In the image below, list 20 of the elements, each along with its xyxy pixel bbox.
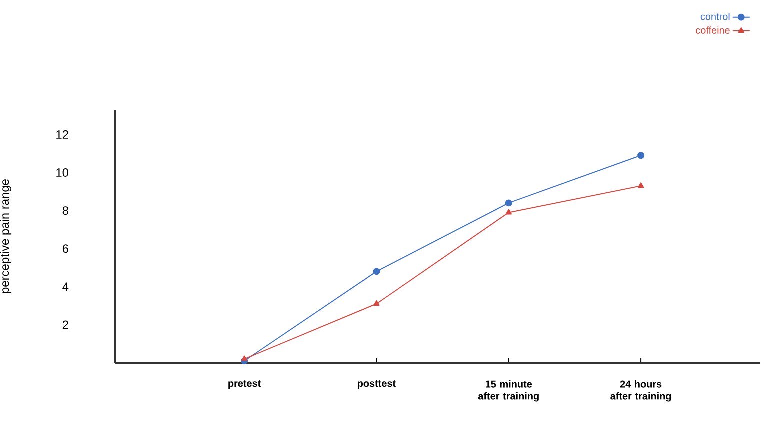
y-tick-label: 12 [56, 130, 68, 139]
legend-label: coffeine [696, 26, 730, 34]
y-tick-label: 4 [62, 282, 69, 292]
point [241, 356, 248, 362]
y-axis-title: perceptive pain range [0, 180, 12, 294]
point [506, 209, 512, 215]
x-tick-label: 15 minute after training [478, 380, 539, 402]
x-tick-label: 24 hours after training [610, 380, 672, 402]
y-tick-label: 10 [56, 168, 69, 177]
x-tick-label: pretest [228, 380, 262, 390]
point [638, 182, 644, 188]
point [374, 300, 380, 306]
y-tick-label: 2 [62, 320, 68, 330]
y-tick-label: 8 [62, 206, 68, 216]
point [638, 152, 645, 160]
legend-label: control [700, 12, 730, 20]
y-tick-label: 6 [62, 244, 68, 254]
point [373, 268, 380, 276]
x-tick-label: posttest [358, 380, 396, 390]
point [505, 200, 512, 207]
